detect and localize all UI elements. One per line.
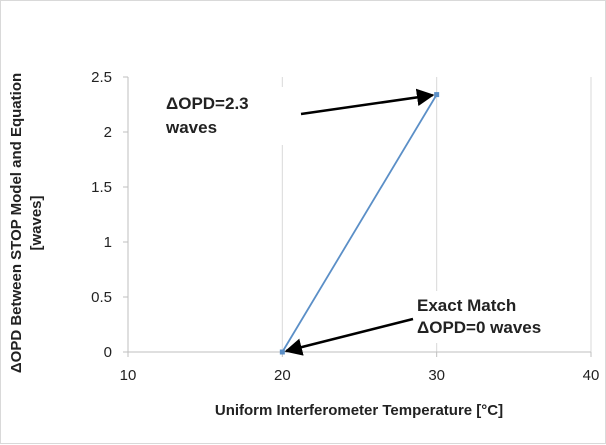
annotations: ΔOPD=2.3 waves Exact Match ΔOPD=0 waves (156, 87, 576, 356)
y-tick-label: 0.5 (91, 289, 112, 306)
x-tick-label: 10 (120, 367, 137, 384)
series-line (281, 94, 438, 353)
annotation-background (406, 291, 576, 343)
series-layer (279, 92, 440, 355)
data-point (279, 349, 285, 355)
annotation-label: waves (165, 118, 217, 137)
x-tick-label: 40 (583, 367, 600, 384)
tick-labels: 0 0.5 1 1.5 2 2.5 10 20 30 40 (91, 69, 599, 384)
y-tick-label: 1.5 (91, 179, 112, 196)
y-tick-label: 2.5 (91, 69, 112, 86)
annotation-label: ΔOPD=2.3 (166, 94, 249, 113)
y-tick-label: 1 (104, 234, 112, 251)
x-tick-label: 20 (274, 367, 291, 384)
x-tick-label: 30 (428, 367, 445, 384)
y-tick-label: 2 (104, 124, 112, 141)
y-tick-label: 0 (104, 344, 112, 361)
annotation-arrow (284, 317, 414, 356)
data-point (434, 92, 440, 98)
annotation-background (156, 87, 296, 145)
annotation-arrow (300, 88, 435, 116)
y-axis-title-line1: ΔOPD Between STOP Model and Equation (8, 73, 25, 373)
x-axis-title: Uniform Interferometer Temperature [°C] (215, 402, 503, 419)
y-axis-title-line2: [waves] (28, 195, 45, 250)
annotation-label: Exact Match (417, 296, 516, 315)
annotation-label: ΔOPD=0 waves (417, 318, 541, 337)
